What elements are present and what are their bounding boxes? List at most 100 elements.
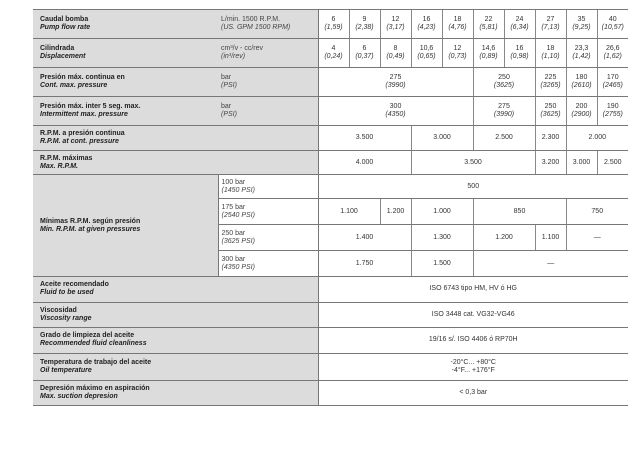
value: 10,6 [419, 45, 434, 52]
label-en: Intermittent max. pressure [40, 111, 128, 118]
value-imperial: (2465) [602, 82, 623, 89]
row-label: Mínimas R.P.M. según presión Min. R.P.M. … [33, 174, 218, 277]
value-imperial: (0,24) [324, 53, 343, 60]
value-cell: 170 (2465) [596, 67, 628, 97]
value-cell: 8 (0,49) [379, 38, 411, 68]
unit-cell [218, 125, 318, 151]
value-cell: 35 (9,25) [565, 9, 597, 39]
table-row: Grado de limpieza del aceite Recommended … [33, 327, 628, 354]
row-label: Depresión máximo en aspiración Max. sucti… [33, 379, 318, 406]
value-imperial: (3,17) [386, 24, 405, 31]
label-en: Oil temperature [40, 366, 92, 374]
value: 23,3 [574, 45, 589, 52]
table-row: Depresión máximo en aspiración Max. sucti… [33, 379, 628, 406]
value: ISO 3448 cat. VG32-VG46 [431, 310, 515, 318]
value-cell: 2.500 [472, 125, 535, 151]
pressure-cell: 100 bar (1450 PSI) [217, 174, 318, 199]
value-cell: 275 (3990) [317, 67, 473, 97]
value-cell: 180 (2610) [565, 67, 597, 97]
row-label: Presión máx. inter 5 seg. max. Intermitte… [33, 96, 218, 126]
value: 500 [467, 182, 480, 190]
value-cell: 500 [317, 174, 628, 199]
pressure: 175 bar [221, 203, 246, 211]
value-cell: 19/16 s/. ISO 4406 ó RP70H [317, 327, 628, 354]
label-en: Viscosity range [40, 314, 92, 322]
value-imperial: (0,49) [386, 53, 405, 60]
value: 24 [515, 16, 524, 23]
value-cell: ISO 6743 tipo HM, HV ó HG [317, 276, 628, 303]
label-es: Mínimas R.P.M. según presión [40, 217, 141, 225]
value-cell: 190 (2755) [596, 96, 628, 126]
value-cell: 16 (4,23) [410, 9, 442, 39]
pressure-imperial: (3625 PSI) [221, 237, 255, 245]
value-cell: 1.100 [317, 198, 380, 225]
unit-cell: L/min. 1500 R.P.M. (US. GPM 1500 RPM) [218, 9, 318, 39]
value-cell: 2.000 [565, 125, 628, 151]
label-en: Displacement [40, 53, 86, 60]
value: 250 [498, 74, 510, 81]
value: 12 [453, 45, 462, 52]
value-imperial: (2,38) [355, 24, 374, 31]
spec-table: Caudal bomba Pump flow rate L/min. 1500 R.… [33, 9, 628, 406]
value-cell: 40 (10,57) [596, 9, 628, 39]
value: 26,6 [605, 45, 620, 52]
value: 225 [544, 74, 557, 81]
value-imperial: (3265) [540, 82, 561, 89]
value-cell: 2.300 [534, 125, 566, 151]
value-cell: 1.200 [379, 198, 411, 225]
value-imperial: (3990) [493, 111, 515, 118]
value-imperial: (9,25) [572, 24, 591, 31]
value-imperial: (0,73) [448, 53, 467, 60]
value-cell: 14,6 (0,89) [472, 38, 504, 68]
row-label: Grado de limpieza del aceite Recommended … [33, 327, 318, 354]
value: 18 [546, 45, 555, 52]
value-cell: 12 (3,17) [379, 9, 411, 39]
value-cell: 225 (3265) [534, 67, 566, 97]
value: 1.000 [433, 207, 451, 215]
value-imperial: (2900) [571, 111, 592, 118]
value: 2.000 [588, 134, 607, 141]
label-en: Fluid to be used [40, 289, 94, 297]
unit: bar [221, 74, 232, 81]
table-row: Caudal bomba Pump flow rate L/min. 1500 R.… [33, 9, 628, 39]
table-row: Aceite recomendado Fluid to be used ISO 67… [33, 276, 628, 303]
value: 40 [608, 16, 617, 23]
label-es: Grado de limpieza del aceite [40, 332, 135, 340]
value-cell: 4 (0,24) [317, 38, 349, 68]
value: 3.000 [433, 134, 451, 141]
label-en: Cont. max. pressure [40, 82, 108, 89]
value-cell: 26,6 (1,62) [596, 38, 628, 68]
value-cell: 12 (0,73) [441, 38, 473, 68]
value: < 0,3 bar [459, 388, 488, 396]
value-cell: 1.750 [317, 250, 411, 277]
table-row: Presión máx. inter 5 seg. max. Intermitte… [33, 96, 628, 126]
value: 190 [606, 103, 619, 110]
value: 9 [362, 16, 367, 23]
pressure: 250 bar [221, 229, 246, 237]
value-cell: 16 (0,98) [503, 38, 535, 68]
value-cell: -20°C... +80°C -4°F... +176°F [317, 352, 628, 381]
value-imperial: (2610) [571, 82, 592, 89]
value: 8 [393, 45, 398, 52]
value: — [547, 259, 555, 267]
unit: cm³/v - cc/rev [221, 45, 263, 52]
unit-cell: bar (PSI) [218, 67, 318, 97]
table-row: Presión máx. continua en Cont. max. press… [33, 67, 628, 97]
value-cell: 250 (3625) [534, 96, 566, 126]
value-imperial: (7,13) [541, 24, 560, 31]
unit-cell: cm³/v - cc/rev (in³/rev) [218, 38, 318, 68]
value: 2.300 [541, 134, 560, 141]
value-cell: < 0,3 bar [317, 379, 628, 406]
value: 1.100 [340, 207, 358, 215]
value-cell: 1.200 [472, 224, 535, 251]
value-imperial: (4350) [385, 111, 406, 118]
value-imperial: (4,76) [448, 24, 467, 31]
table-row: 250 bar (3625 PSI) 1.400 1.300 1.200 1.100 — [33, 224, 628, 251]
table-row: R.P.M. a presión continua R.P.M. at cont.… [33, 125, 628, 151]
value-cell: 1.100 [534, 224, 566, 251]
value: 6 [362, 45, 367, 52]
value-cell: 6 (1,59) [317, 9, 349, 39]
value: ISO 6743 tipo HM, HV ó HG [429, 285, 518, 293]
value: 2.500 [603, 158, 622, 166]
value-cell: 18 (1,10) [534, 38, 566, 68]
